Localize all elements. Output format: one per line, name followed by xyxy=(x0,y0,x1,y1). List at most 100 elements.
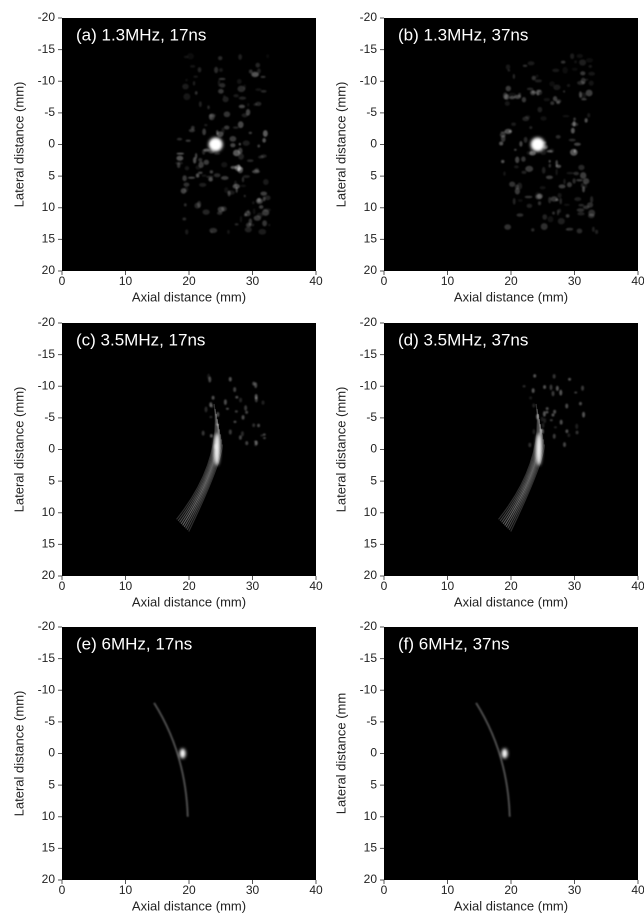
speckle xyxy=(501,159,505,164)
speckle xyxy=(238,435,242,440)
speckle xyxy=(532,429,536,435)
speckle xyxy=(514,148,517,151)
speckle xyxy=(233,94,239,98)
echo-arc xyxy=(177,408,217,522)
speckle xyxy=(228,429,232,435)
speckle xyxy=(247,103,250,107)
speckle xyxy=(262,433,266,436)
y-tick-label: -5 xyxy=(44,105,55,119)
speckle xyxy=(504,128,513,135)
speckle xyxy=(539,186,546,190)
speckle xyxy=(555,134,561,139)
speckle xyxy=(587,202,594,208)
speckle xyxy=(198,171,203,174)
speckle xyxy=(588,71,596,76)
x-tick-label: 0 xyxy=(59,274,66,288)
speckle xyxy=(507,69,511,72)
echo-arc xyxy=(501,414,540,523)
speckle xyxy=(566,84,571,88)
speckle xyxy=(566,172,575,175)
speckle xyxy=(514,165,519,169)
speckle xyxy=(176,137,183,141)
y-tick-label: -15 xyxy=(38,347,56,361)
speckle xyxy=(188,128,195,133)
speckle xyxy=(588,64,593,68)
speckle xyxy=(227,229,230,234)
speckle xyxy=(541,422,545,428)
panel-title: (e) 6MHz, 17ns xyxy=(76,634,192,653)
speckle xyxy=(543,418,547,424)
speckle xyxy=(512,74,515,79)
y-tick-label: -10 xyxy=(38,378,56,392)
speckle xyxy=(243,194,246,198)
speckle xyxy=(533,374,537,378)
speckle xyxy=(261,400,265,405)
speckle xyxy=(216,131,224,138)
y-axis-label: Lateral distance (mm) xyxy=(11,691,26,817)
speckle xyxy=(565,214,570,218)
speckle xyxy=(228,376,232,382)
speckle xyxy=(540,416,544,422)
speckle xyxy=(258,205,264,209)
speckle xyxy=(582,178,590,185)
speckle xyxy=(257,197,261,203)
speckle xyxy=(529,126,533,130)
speckle xyxy=(548,196,552,204)
echo-arc xyxy=(153,702,189,817)
speckle xyxy=(548,163,552,168)
y-tick-label: -10 xyxy=(360,682,378,696)
speckle xyxy=(579,59,587,66)
speckle xyxy=(559,197,562,205)
speckle xyxy=(500,131,506,134)
speckle xyxy=(580,182,583,188)
speckle xyxy=(509,181,516,187)
speckle xyxy=(505,64,511,70)
speckle xyxy=(185,229,189,235)
speckle xyxy=(524,195,533,199)
speckle xyxy=(566,182,572,188)
speckle xyxy=(185,139,191,142)
speckle xyxy=(562,115,570,118)
speckle xyxy=(563,178,566,185)
speckle xyxy=(263,178,269,185)
speckle xyxy=(230,143,236,148)
speckle xyxy=(575,423,579,430)
y-tick-label: -5 xyxy=(366,714,377,728)
y-tick-label: 10 xyxy=(364,200,378,214)
x-tick-label: 10 xyxy=(441,274,455,288)
speckle xyxy=(559,389,563,396)
echo-arc xyxy=(499,408,539,522)
speckle xyxy=(542,214,548,220)
echo-arc xyxy=(182,424,220,526)
y-tick-label: -10 xyxy=(38,73,56,87)
speckle xyxy=(557,217,565,225)
y-tick-label: -15 xyxy=(38,651,56,665)
speckle xyxy=(217,206,225,213)
x-tick-label: 30 xyxy=(246,883,260,897)
speckle xyxy=(207,105,210,110)
image-content xyxy=(175,53,271,235)
speckle xyxy=(549,419,553,422)
speckle xyxy=(194,91,198,95)
speckle xyxy=(215,423,219,426)
speckle xyxy=(546,150,553,153)
echo-arc xyxy=(510,444,545,532)
image-content xyxy=(475,702,511,817)
y-axis-label: Lateral distance (mm) xyxy=(333,82,348,208)
speckle xyxy=(580,71,586,76)
speckle xyxy=(523,136,528,143)
y-tick-label: 10 xyxy=(364,505,378,519)
speckle xyxy=(566,227,574,231)
speckle xyxy=(238,153,244,160)
speckle xyxy=(245,109,251,116)
speckle xyxy=(195,173,200,178)
y-tick-label: -15 xyxy=(360,651,378,665)
speckle xyxy=(195,165,201,170)
speckle xyxy=(572,178,576,184)
speckle xyxy=(570,127,575,134)
speckle xyxy=(522,64,528,67)
speckle xyxy=(518,92,521,97)
speckle xyxy=(236,79,242,84)
speckle xyxy=(582,411,586,418)
speckle xyxy=(233,387,237,392)
